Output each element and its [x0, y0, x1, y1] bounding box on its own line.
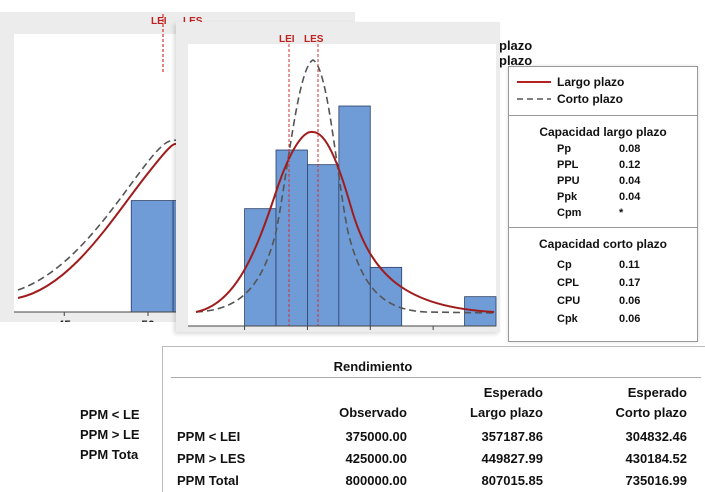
long-term-cell: 807015.85 [481, 473, 543, 488]
capacity-short-header: Capacidad corto plazo [538, 237, 668, 251]
rendimiento-table: Rendimiento Esperado Esperado Observado … [162, 346, 705, 492]
long-term-cell: 449827.99 [481, 451, 543, 466]
histogram-bar [244, 208, 277, 327]
back-table-fragment-1: plazo [499, 38, 533, 53]
back-lei-label: LEI [151, 16, 167, 27]
expected-header-short: Esperado [627, 385, 687, 400]
back-ppm-label: PPM Tota [80, 447, 139, 462]
row-label: PPM > LES [177, 451, 246, 466]
row-label: PPM < LEI [177, 429, 241, 444]
front-long-term-curve [195, 130, 495, 313]
legend-long-term: Largo plazo [557, 75, 625, 89]
histogram-bar [307, 164, 340, 327]
row-label: PPM Total [177, 473, 239, 488]
short-term-header: Corto plazo [615, 405, 688, 420]
legend-divider [509, 115, 697, 116]
histogram-bar [369, 266, 403, 327]
short-term-cell: 304832.46 [625, 429, 687, 444]
rendimiento-title-rule [171, 377, 701, 378]
capacity-divider [509, 227, 697, 228]
legend-capability-box: Largo plazo Corto plazo Capacidad largo … [508, 66, 698, 342]
les-label: LES [304, 34, 324, 45]
expected-header-long: Esperado [483, 385, 543, 400]
lei-label: LEI [279, 34, 295, 45]
back-ppm-label: PPM < LE [80, 407, 140, 422]
rendimiento-title: Rendimiento [333, 359, 413, 374]
capacity-long-header: Capacidad largo plazo [539, 125, 667, 139]
x-tick-label: 50 [141, 318, 155, 322]
long-term-cell: 357187.86 [481, 429, 543, 444]
long-term-header: Largo plazo [470, 405, 543, 420]
observed-cell: 375000.00 [345, 429, 407, 444]
observed-cell: 425000.00 [345, 451, 407, 466]
x-tick-label: 45 [58, 318, 72, 322]
front-histogram-panel: LEI LES 50607080 [176, 22, 500, 332]
observed-cell: 800000.00 [345, 473, 407, 488]
front-short-term-curve [195, 59, 495, 314]
front-histogram-svg: LEI LES 50607080 [188, 34, 497, 330]
short-term-cell: 430184.52 [625, 451, 687, 466]
back-ppm-labels: PPM < LE PPM > LE PPM Tota [80, 405, 140, 465]
histogram-bar [130, 200, 174, 313]
back-ppm-label: PPM > LE [80, 427, 140, 442]
short-term-cell: 735016.99 [625, 473, 687, 488]
legend-short-term: Corto plazo [557, 92, 623, 106]
back-table-fragment-2: plazo [499, 53, 533, 68]
back-short-term-curve [17, 139, 186, 291]
legend-swatches [517, 81, 551, 100]
observed-header: Observado [339, 405, 407, 420]
back-les-label: LES [183, 16, 203, 27]
